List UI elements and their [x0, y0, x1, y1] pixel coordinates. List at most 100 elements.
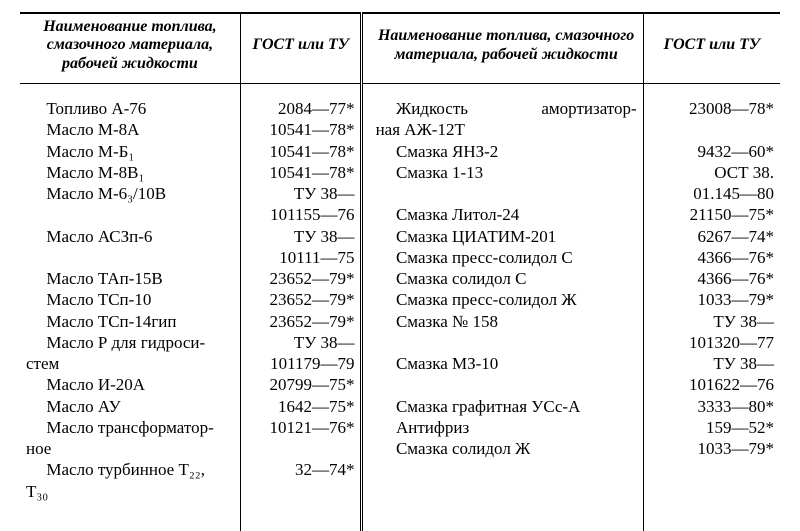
- table-cell-gost: 2084—77*: [240, 98, 362, 119]
- table-cell-name: Масло Р для гидроси-: [20, 332, 240, 353]
- column-separator: [362, 226, 370, 247]
- table-cell-name: Смазка Литол-24: [370, 204, 644, 225]
- table-cell-name: Масло ТАп-15В: [20, 268, 240, 289]
- table-cell-gost: 32—74*: [240, 459, 362, 480]
- table-cell-gost: 23652—79*: [240, 311, 362, 332]
- table-cell-name: Масло ТСп-14гип: [20, 311, 240, 332]
- table-cell-name: Смазка солидол Ж: [370, 438, 644, 459]
- table-cell-gost: 20799—75*: [240, 374, 362, 395]
- table-cell-gost: [643, 481, 780, 502]
- table-cell-gost: 9432—60*: [643, 141, 780, 162]
- table-cell-name: стем: [20, 353, 240, 374]
- column-separator: [362, 459, 370, 480]
- table-cell-gost: ТУ 38—: [240, 226, 362, 247]
- table-cell-name: Смазка ЦИАТИМ-201: [370, 226, 644, 247]
- table-cell-gost: 101622—76: [643, 374, 780, 395]
- table-cell-gost: [643, 119, 780, 140]
- table-cell-name: Масло турбинное Т₂₂,: [20, 459, 240, 480]
- column-separator: [362, 247, 370, 268]
- table-cell-name: Масло М-Б₁: [20, 141, 240, 162]
- table-cell-name: [370, 183, 644, 204]
- table-cell-gost: 23008—78*: [643, 98, 780, 119]
- table-cell-name: Смазка 1-13: [370, 162, 644, 183]
- table-cell-gost: 1642—75*: [240, 396, 362, 417]
- header-gost-left: ГОСТ или ТУ: [240, 13, 362, 84]
- table-cell-gost: [643, 459, 780, 480]
- table-cell-gost: ОСТ 38.: [643, 162, 780, 183]
- column-separator: [362, 374, 370, 395]
- table-cell-gost: 10111—75: [240, 247, 362, 268]
- column-separator: [362, 204, 370, 225]
- table-cell-name: Масло М-8В₁: [20, 162, 240, 183]
- table-cell-gost: 1033—79*: [643, 289, 780, 310]
- header-name-left: Наименование топлива, смазочного материа…: [20, 13, 240, 84]
- table-cell-name: Масло трансформатор-: [20, 417, 240, 438]
- table-cell-name: ное: [20, 438, 240, 459]
- column-separator: [362, 162, 370, 183]
- lubricants-table: Наименование топлива, смазочного материа…: [20, 12, 780, 531]
- column-separator: [362, 141, 370, 162]
- table-cell-gost: 6267—74*: [643, 226, 780, 247]
- table-cell-gost: 4366—76*: [643, 247, 780, 268]
- table-cell-gost: 3333—80*: [643, 396, 780, 417]
- table-cell-gost: 159—52*: [643, 417, 780, 438]
- header-separator: [362, 13, 370, 84]
- table-cell-gost: ТУ 38—: [643, 311, 780, 332]
- column-separator: [362, 353, 370, 374]
- table-cell-name: Смазка пресс-солидол Ж: [370, 289, 644, 310]
- table-cell-name: Антифриз: [370, 417, 644, 438]
- table-cell-gost: 101320—77: [643, 332, 780, 353]
- table-cell-gost: 23652—79*: [240, 289, 362, 310]
- table-cell-name: Масло М-8А: [20, 119, 240, 140]
- column-separator: [362, 98, 370, 119]
- table-cell-name: Т₃₀: [20, 481, 240, 502]
- table-cell-gost: 1033—79*: [643, 438, 780, 459]
- table-cell-name: Жидкость амортизатор-: [370, 98, 644, 119]
- header-gost-right: ГОСТ или ТУ: [643, 13, 780, 84]
- table-cell-name: Смазка ЯНЗ-2: [370, 141, 644, 162]
- table-cell-name: [370, 481, 644, 502]
- table-cell-gost: ТУ 38—: [240, 332, 362, 353]
- table-cell-name: Масло М-6₃/10В: [20, 183, 240, 204]
- table-cell-gost: 10541—78*: [240, 119, 362, 140]
- table-cell-gost: ТУ 38—: [240, 183, 362, 204]
- table-cell-name: Смазка № 158: [370, 311, 644, 332]
- table-cell-name: [20, 247, 240, 268]
- column-separator: [362, 183, 370, 204]
- table-cell-gost: [240, 438, 362, 459]
- table-cell-gost: 23652—79*: [240, 268, 362, 289]
- column-separator: [362, 417, 370, 438]
- table-cell-gost: 21150—75*: [643, 204, 780, 225]
- column-separator: [362, 332, 370, 353]
- table-cell-name: ная АЖ-12Т: [370, 119, 644, 140]
- table-cell-gost: [240, 481, 362, 502]
- table-cell-gost: 01.145—80: [643, 183, 780, 204]
- column-separator: [362, 268, 370, 289]
- table-cell-name: Смазка пресс-солидол С: [370, 247, 644, 268]
- column-separator: [362, 481, 370, 502]
- table-cell-name: [370, 459, 644, 480]
- table-cell-name: Смазка солидол С: [370, 268, 644, 289]
- column-separator: [362, 289, 370, 310]
- table-cell-name: Масло И-20А: [20, 374, 240, 395]
- table-cell-gost: 10541—78*: [240, 162, 362, 183]
- table-cell-gost: 10541—78*: [240, 141, 362, 162]
- table-cell-name: Топливо А-76: [20, 98, 240, 119]
- table-cell-name: [370, 332, 644, 353]
- column-separator: [362, 311, 370, 332]
- table-cell-gost: ТУ 38—: [643, 353, 780, 374]
- table-cell-gost: 4366—76*: [643, 268, 780, 289]
- table-cell-name: Масло АСЗп-6: [20, 226, 240, 247]
- table-cell-gost: 101155—76: [240, 204, 362, 225]
- header-name-right: Наименование топлива, смазочного материа…: [370, 13, 644, 84]
- column-separator: [362, 119, 370, 140]
- table-cell-name: Масло АУ: [20, 396, 240, 417]
- table-cell-name: [20, 204, 240, 225]
- table-cell-name: Смазка МЗ-10: [370, 353, 644, 374]
- table-cell-name: Масло ТСп-10: [20, 289, 240, 310]
- column-separator: [362, 396, 370, 417]
- page: Наименование топлива, смазочного материа…: [0, 0, 800, 531]
- table-cell-gost: 101179—79: [240, 353, 362, 374]
- table-cell-name: [370, 374, 644, 395]
- column-separator: [362, 438, 370, 459]
